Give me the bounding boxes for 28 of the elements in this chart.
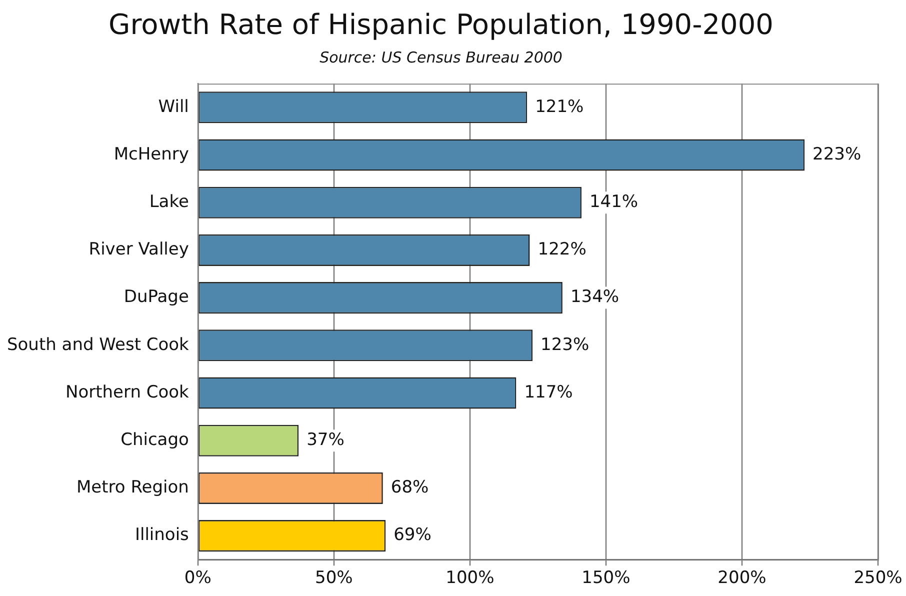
data-label: 122% [538, 240, 586, 260]
y-tick-label: McHenry [114, 144, 189, 164]
chart-title: Growth Rate of Hispanic Population, 1990-2000 [108, 8, 774, 42]
y-tick-label: Northern Cook [66, 382, 190, 402]
data-label: 141% [589, 192, 638, 212]
x-tick-label: 250% [854, 568, 902, 588]
data-label: 123% [540, 334, 590, 355]
y-tick-label: Will [158, 96, 189, 117]
data-label: 121% [535, 96, 584, 117]
y-tick-label: Lake [149, 192, 189, 212]
y-tick-label: DuPage [124, 287, 189, 308]
y-tick-label: Metro Region [76, 478, 189, 498]
data-label: 134% [570, 287, 620, 308]
x-tick-label: 200% [718, 568, 766, 588]
y-tick-label: South and West Cook [6, 334, 190, 355]
x-tick-label: 0% [184, 568, 212, 588]
y-tick-label: Chicago [120, 430, 189, 450]
data-label: 37% [306, 430, 344, 450]
data-label: 117% [524, 382, 573, 402]
x-tick-label: 100% [446, 568, 494, 588]
data-label: 68% [390, 478, 429, 498]
data-label: 69% [394, 525, 432, 546]
y-tick-label: Illinois [134, 525, 190, 546]
x-tick-label: 50% [315, 568, 353, 588]
y-tick-label: River Valley [88, 240, 189, 260]
x-tick-label: 150% [582, 568, 630, 588]
data-label: 223% [812, 144, 862, 164]
chart-subtitle: Source: US Census Bureau 2000 [320, 48, 562, 66]
